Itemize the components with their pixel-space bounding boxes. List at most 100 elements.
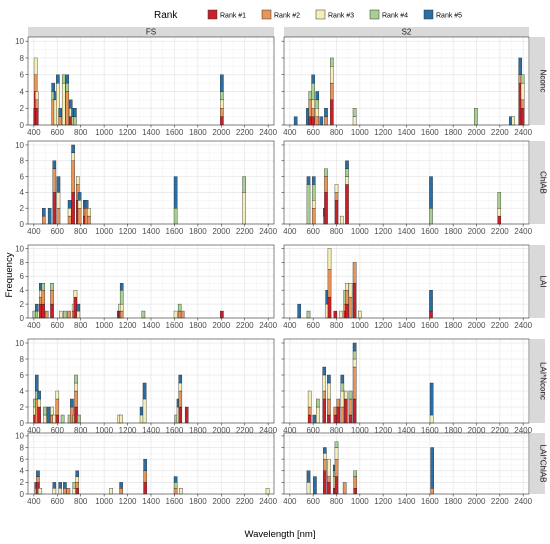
bar-segment-rank-5 [324, 108, 328, 117]
x-tick-label: 1400 [142, 227, 160, 236]
bar-segment-rank-3 [43, 414, 47, 424]
bar-segment-rank-3 [38, 488, 43, 495]
bar-segment-rank-5 [35, 303, 39, 312]
bar-segment-rank-1 [50, 303, 54, 319]
x-tick-label: 1000 [351, 497, 369, 506]
bar-segment-rank-2 [56, 208, 61, 225]
bar-segment-rank-2 [352, 366, 357, 400]
x-tick-label: 2400 [259, 497, 277, 506]
x-tick-label: 1200 [374, 321, 392, 330]
bar-segment-rank-2 [55, 398, 60, 416]
y-tick-label: 8 [20, 54, 25, 63]
x-tick-label: 400 [283, 128, 297, 137]
y-tick-label: 10 [15, 244, 24, 253]
x-tick-label: 1600 [166, 227, 184, 236]
legend: Rank Rank #1 Rank #2 Rank #3 Rank #4 Rank #5 [154, 9, 462, 21]
bar-segment-rank-5 [46, 406, 51, 424]
x-tick-label: 800 [330, 497, 344, 506]
bar-segment-rank-5 [35, 374, 39, 392]
bar-segment-rank-3 [109, 488, 113, 495]
bar-segment-rank-3 [35, 91, 39, 101]
y-tick-label: 4 [20, 188, 25, 197]
x-tick-label: 1400 [398, 321, 416, 330]
bar-segment-rank-5 [315, 91, 320, 101]
bar-segment-rank-5 [58, 482, 62, 489]
x-tick-label: 1600 [421, 128, 439, 137]
bar-segment-rank-2 [119, 310, 124, 319]
bar-segment-rank-2 [348, 398, 353, 416]
bar-segment-rank-2 [324, 176, 328, 193]
x-tick-label: 1200 [119, 227, 137, 236]
bar-segment-rank-5 [178, 374, 183, 384]
x-tick-label: 1800 [189, 426, 207, 435]
bar-segment-rank-2 [66, 488, 71, 495]
bar-segment-rank-2 [44, 310, 49, 319]
bar-segment-rank-4 [242, 176, 246, 193]
bar-segment-rank-5 [56, 74, 60, 84]
bar-segment-rank-5 [37, 390, 41, 400]
bar-segment-rank-1 [352, 398, 357, 424]
bar-segment-rank-3 [316, 406, 320, 424]
x-tick-label: 1800 [444, 227, 462, 236]
bar-segment-rank-5 [77, 192, 82, 201]
x-tick-label: 1800 [189, 128, 207, 137]
bar-segment-rank-4 [474, 108, 478, 126]
bar-segment-rank-5 [52, 482, 57, 489]
bar-segment-rank-1 [327, 482, 331, 495]
x-tick-label: 1000 [95, 426, 113, 435]
bar-segment-rank-2 [520, 99, 525, 109]
x-tick-label: 2200 [236, 227, 254, 236]
bar-segment-rank-3 [358, 310, 362, 319]
bar-segment-rank-5 [312, 414, 317, 424]
bar-segment-rank-2 [353, 476, 357, 489]
bar-segment-rank-3 [265, 488, 270, 495]
bar-segment-rank-3 [306, 482, 311, 495]
bar-segment-rank-4 [60, 414, 65, 424]
bar-segment-rank-5 [65, 74, 70, 84]
y-axes: 0 2 4 6 8 10 0 2 4 6 8 10 0 2 4 6 8 10 0 2 4 6 8 10 0 2 4 6 8 10 [15, 37, 284, 499]
bar-segment-rank-2 [71, 160, 75, 193]
y-tick-label: 6 [20, 371, 25, 380]
bar-segment-rank-5 [42, 208, 46, 217]
y-tick-label: 0 [20, 419, 25, 428]
bar-segment-rank-3 [56, 192, 61, 209]
bar-segment-rank-5 [67, 200, 72, 209]
panels: FS S2 Nconc ChlAB LAI LAI*Nconc LAI*ChlAB [27, 27, 548, 495]
bar-segment-rank-2 [430, 488, 434, 495]
bar-segment-rank-3 [61, 82, 66, 126]
bar-segment-rank-5 [430, 447, 434, 489]
x-tick-label: 1800 [444, 497, 462, 506]
bar-segment-rank-2 [173, 488, 178, 495]
bar-segment-rank-1 [353, 488, 357, 495]
y-tick-label: 8 [20, 355, 25, 364]
x-tick-label: 1000 [351, 128, 369, 137]
legend-swatch-rank-4 [369, 9, 380, 20]
bar-segment-rank-2 [220, 108, 224, 117]
bar-segment-rank-3 [327, 458, 331, 477]
x-tick-label: 1400 [142, 321, 160, 330]
bar-segment-rank-1 [336, 406, 341, 424]
bar-segment-rank-4 [74, 374, 78, 384]
bar-segment-rank-3 [119, 414, 123, 424]
bar-segment-rank-5 [75, 470, 79, 477]
legend-entry-rank-2: Rank #2 [261, 9, 300, 20]
bar-segment-rank-5 [56, 176, 61, 193]
bar-segment-rank-5 [322, 366, 327, 376]
x-tick-label: 1600 [166, 497, 184, 506]
x-tick-label: 1200 [119, 321, 137, 330]
bar-segment-rank-1 [344, 398, 348, 424]
bar-segment-rank-5 [173, 476, 178, 483]
bar-segment-rank-4 [352, 108, 357, 117]
bar-segment-rank-2 [323, 458, 327, 471]
y-tick-label: 2 [20, 204, 25, 213]
bar-segment-rank-2 [35, 99, 39, 109]
x-tick-label: 2200 [491, 128, 509, 137]
bar-segment-rank-1 [308, 116, 313, 126]
bar-segment-rank-3 [352, 116, 357, 126]
bar-segment-rank-3 [67, 208, 72, 217]
panel-fs-lai-nconc [27, 338, 275, 424]
x-tick-label: 1800 [444, 321, 462, 330]
x-tick-label: 800 [330, 128, 344, 137]
bar-segment-rank-3 [55, 390, 60, 400]
y-tick-label: 4 [20, 467, 25, 476]
